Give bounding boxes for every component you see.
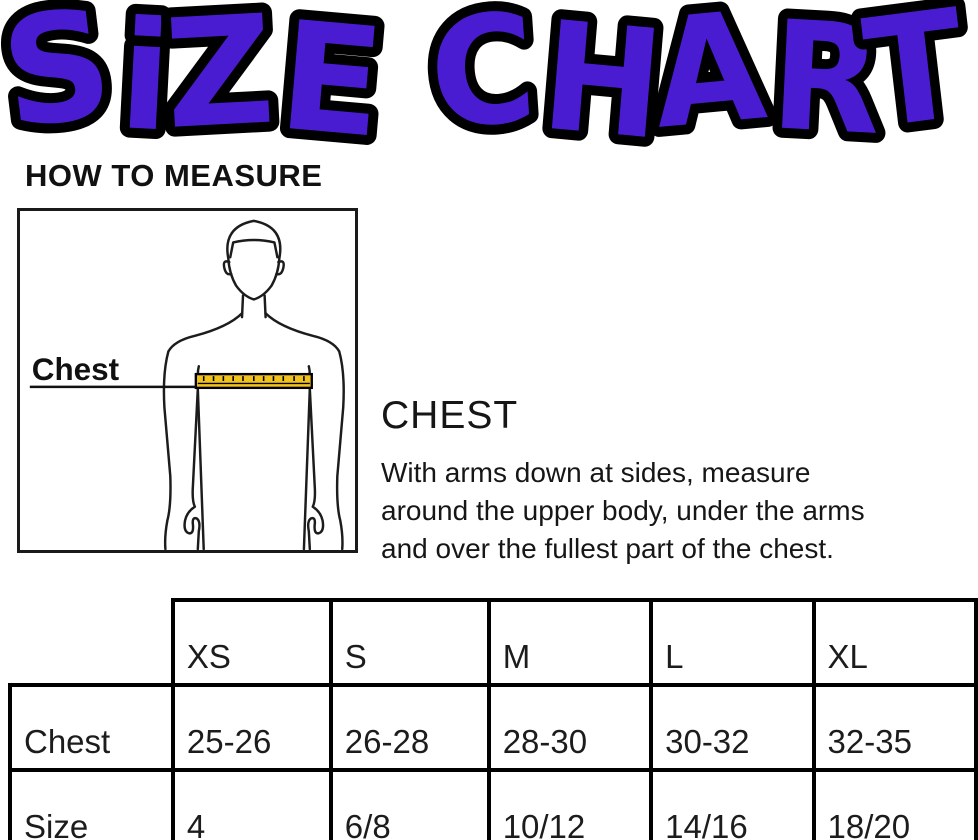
size-col-header-s: S: [328, 598, 491, 687]
chest-value-xl: 32-35: [811, 683, 978, 772]
chest-description: With arms down at sides, measure around …: [381, 457, 865, 564]
body-measure-illustration: Chest: [29, 219, 345, 550]
figure-chest-label: Chest: [32, 352, 120, 387]
size-col-header-m: M: [486, 598, 654, 687]
page-title: SiZE CHART: [0, 0, 978, 183]
size-col-header-xl: XL: [811, 598, 978, 687]
chest-row: Chest 25-26 26-28 28-30 30-32 32-35: [8, 683, 978, 772]
how-to-measure-heading: HOW TO MEASURE: [25, 158, 323, 193]
chest-instructions: CHEST With arms down at sides, measure a…: [381, 394, 961, 568]
tape-tick-marks: [202, 376, 305, 381]
chest-value-xs: 25-26: [170, 683, 333, 772]
size-table-header-row: XS S M L XL: [10, 598, 978, 687]
body-outline: [162, 219, 345, 550]
title-word-size: SiZE: [0, 0, 390, 172]
chest-value-l: 30-32: [649, 683, 816, 772]
size-col-header-xs: XS: [170, 598, 333, 687]
size-row: Size 4 6/8 10/12 14/16 18/20: [8, 768, 978, 840]
table-corner-blank: [10, 600, 173, 685]
chest-value-s: 26-28: [328, 683, 491, 772]
chest-row-label: Chest: [8, 683, 175, 772]
size-value-m: 10/12: [486, 768, 654, 840]
chest-heading: CHEST: [381, 394, 519, 437]
size-value-xl: 18/20: [811, 768, 978, 840]
chest-value-m: 28-30: [486, 683, 654, 772]
size-col-header-l: L: [649, 598, 816, 687]
size-value-s: 6/8: [328, 768, 491, 840]
size-table: XS S M L XL Chest 25-26 26-28 28-30 30-3…: [8, 598, 978, 840]
size-row-label: Size: [8, 768, 175, 840]
measuring-tape: [194, 372, 313, 390]
size-value-l: 14/16: [649, 768, 816, 840]
title-word-chart: CHART: [424, 0, 973, 173]
measurement-figure-box: Chest: [17, 208, 358, 553]
size-value-xs: 4: [170, 768, 333, 840]
